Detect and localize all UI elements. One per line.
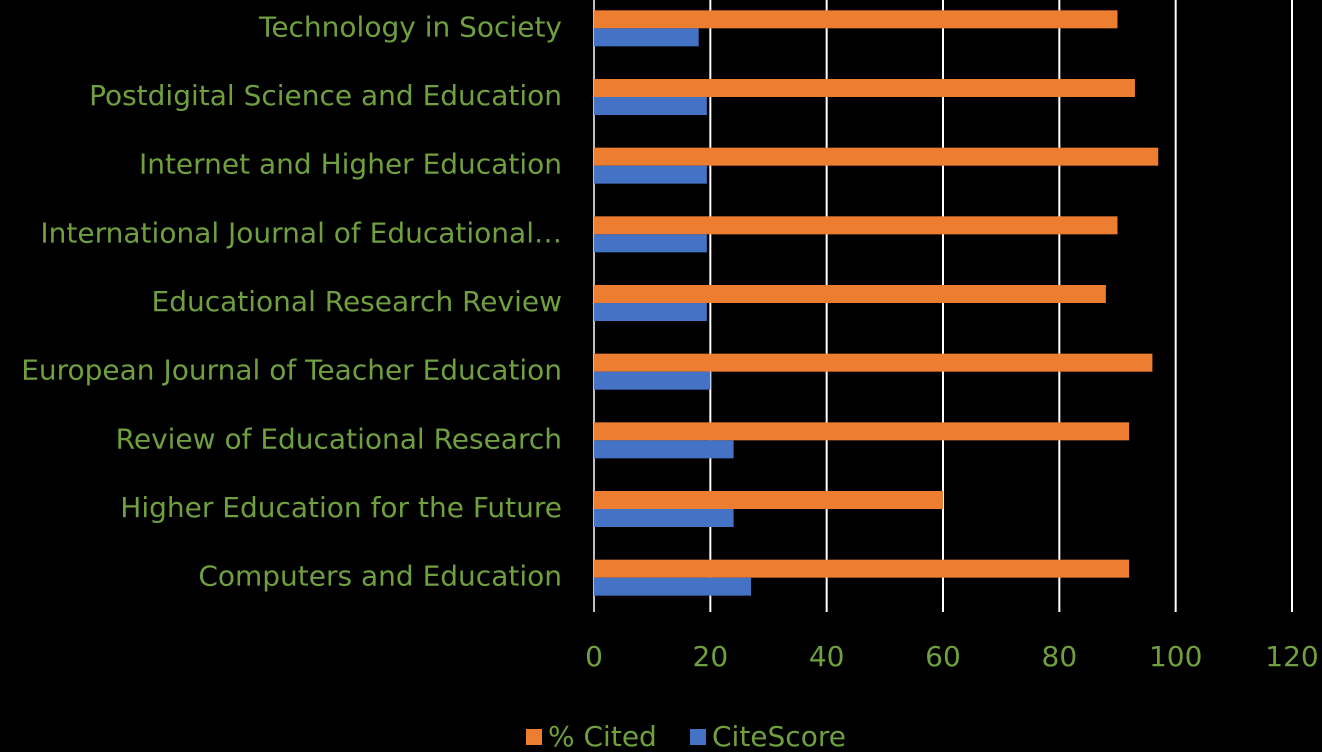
y-tick-label: European Journal of Teacher Education xyxy=(21,354,562,387)
y-tick-label: Technology in Society xyxy=(258,10,562,43)
y-tick-label: Higher Education for the Future xyxy=(120,491,562,524)
legend-swatch xyxy=(690,729,706,745)
x-tick-label: 40 xyxy=(809,640,845,673)
legend-swatch xyxy=(526,729,542,745)
y-tick-label: Review of Educational Research xyxy=(116,422,562,455)
x-tick-label: 100 xyxy=(1149,640,1202,673)
y-tick-label: Postdigital Science and Education xyxy=(89,79,562,112)
bar xyxy=(594,577,752,596)
x-tick-label: 80 xyxy=(1042,640,1078,673)
bar xyxy=(594,10,1118,29)
bar xyxy=(594,285,1106,303)
bar xyxy=(594,97,707,115)
x-tick-label: 0 xyxy=(585,640,603,673)
bar xyxy=(594,234,707,253)
bar xyxy=(594,28,699,47)
bar xyxy=(594,371,711,390)
bar xyxy=(594,165,707,184)
bar xyxy=(594,440,734,459)
y-tick-label: Internet and Higher Education xyxy=(139,148,562,181)
bar xyxy=(594,303,707,321)
bar xyxy=(594,79,1135,97)
bar xyxy=(594,491,943,509)
bar xyxy=(594,216,1118,235)
bar xyxy=(594,509,734,527)
x-tick-label: 120 xyxy=(1265,640,1318,673)
y-tick-label: Computers and Education xyxy=(198,560,562,593)
bar xyxy=(594,147,1159,166)
legend-label: % Cited xyxy=(548,720,657,752)
x-tick-label: 60 xyxy=(925,640,961,673)
x-tick-label: 20 xyxy=(693,640,729,673)
bar xyxy=(594,559,1130,578)
y-tick-label: International Journal of Educational… xyxy=(40,216,562,249)
y-tick-label: Educational Research Review xyxy=(152,285,562,318)
bar xyxy=(594,422,1130,441)
bar xyxy=(594,353,1153,372)
legend-label: CiteScore xyxy=(712,720,846,752)
